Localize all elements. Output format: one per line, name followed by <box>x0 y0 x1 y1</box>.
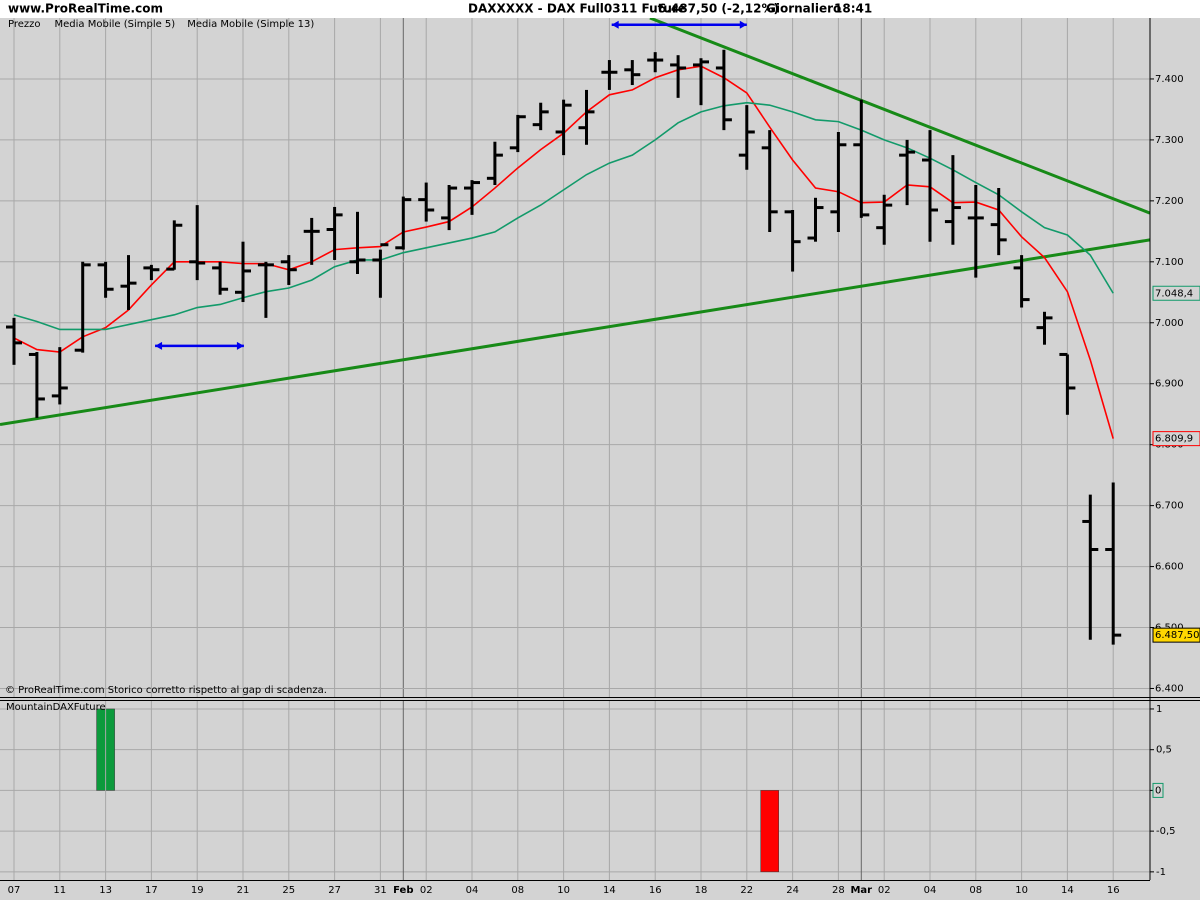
period: Giornaliero <box>766 2 841 16</box>
chart-note: © ProRealTime.com Storico corretto rispe… <box>5 685 327 696</box>
value-label: 7.048,4 <box>1155 288 1193 299</box>
x-tick-label: 16 <box>649 885 662 896</box>
x-tick-label: 24 <box>786 885 799 896</box>
x-tick-label: 14 <box>603 885 616 896</box>
value-label-box <box>1152 782 1164 798</box>
x-tick-label: 14 <box>1061 885 1074 896</box>
x-tick-label: 11 <box>53 885 66 896</box>
x-tick-label: 08 <box>969 885 982 896</box>
value-label-box <box>1152 431 1200 447</box>
plot-area <box>0 18 1150 697</box>
x-tick-label: 04 <box>466 885 479 896</box>
x-tick-label: 07 <box>8 885 21 896</box>
y-tick-label: 7.000 <box>1155 318 1184 329</box>
x-tick-label: 22 <box>740 885 753 896</box>
value-label: 6.487,50 <box>1155 630 1200 641</box>
value-label-box <box>1152 627 1200 643</box>
y-tick-label: 7.100 <box>1155 257 1184 268</box>
x-tick-label: 08 <box>511 885 524 896</box>
y-tick-label: 7.400 <box>1155 74 1184 85</box>
legend-entry: Media Mobile (Simple 5) <box>55 19 176 30</box>
x-tick-label: Mar <box>850 885 872 896</box>
trendline <box>0 238 1150 427</box>
value-label-box <box>1152 285 1200 301</box>
y-tick-label: 7.200 <box>1155 196 1184 207</box>
chart-background <box>0 18 1200 900</box>
y-tick-label: 0,5 <box>1156 745 1172 756</box>
x-tick-label: 27 <box>328 885 341 896</box>
x-tick-label: 17 <box>145 885 158 896</box>
last-price: 6.487,50 (-2,12%) <box>658 2 779 16</box>
x-tick-label: 10 <box>1015 885 1028 896</box>
y-tick-label: 1 <box>1156 704 1162 715</box>
indicator-panel <box>0 708 1150 873</box>
site-name[interactable]: www.ProRealTime.com <box>8 2 163 16</box>
instrument: DAXXXXX - DAX Full0311 Future <box>468 2 686 16</box>
x-tick-label: 02 <box>878 885 891 896</box>
x-tick-label: 25 <box>282 885 295 896</box>
x-tick-label: 19 <box>191 885 204 896</box>
value-label: 6.809,9 <box>1155 434 1193 445</box>
y-tick-label: 6.900 <box>1155 379 1184 390</box>
x-tick-label: 13 <box>99 885 112 896</box>
y-tick-label: -1 <box>1156 867 1166 878</box>
bar <box>760 790 779 873</box>
y-tick-label: 6.700 <box>1155 501 1184 512</box>
x-tick-label: 10 <box>557 885 570 896</box>
legend-entry: Prezzo <box>8 19 41 30</box>
axes <box>0 18 1200 881</box>
header-bar <box>0 0 1200 18</box>
y-tick-label: -0,5 <box>1156 826 1176 837</box>
indicator-title: MountainDAXFuture <box>6 702 106 713</box>
x-tick-label: 02 <box>420 885 433 896</box>
y-tick-label: 6.600 <box>1155 562 1184 573</box>
plot-area <box>0 708 1150 873</box>
price-panel <box>0 18 1150 697</box>
time: 18:41 <box>834 2 872 16</box>
x-tick-label: 28 <box>832 885 845 896</box>
y-tick-label: 7.300 <box>1155 135 1184 146</box>
value-label: 0 <box>1155 785 1161 796</box>
x-tick-label: 04 <box>924 885 937 896</box>
x-tick-label: 18 <box>695 885 708 896</box>
y-tick-label: 6.400 <box>1155 683 1184 694</box>
x-tick-label: Feb <box>393 885 413 896</box>
trendline <box>649 18 1150 215</box>
x-tick-label: 21 <box>237 885 250 896</box>
x-tick-label: 31 <box>374 885 387 896</box>
legend-entry: Media Mobile (Simple 13) <box>187 19 314 30</box>
x-tick-label: 16 <box>1107 885 1120 896</box>
